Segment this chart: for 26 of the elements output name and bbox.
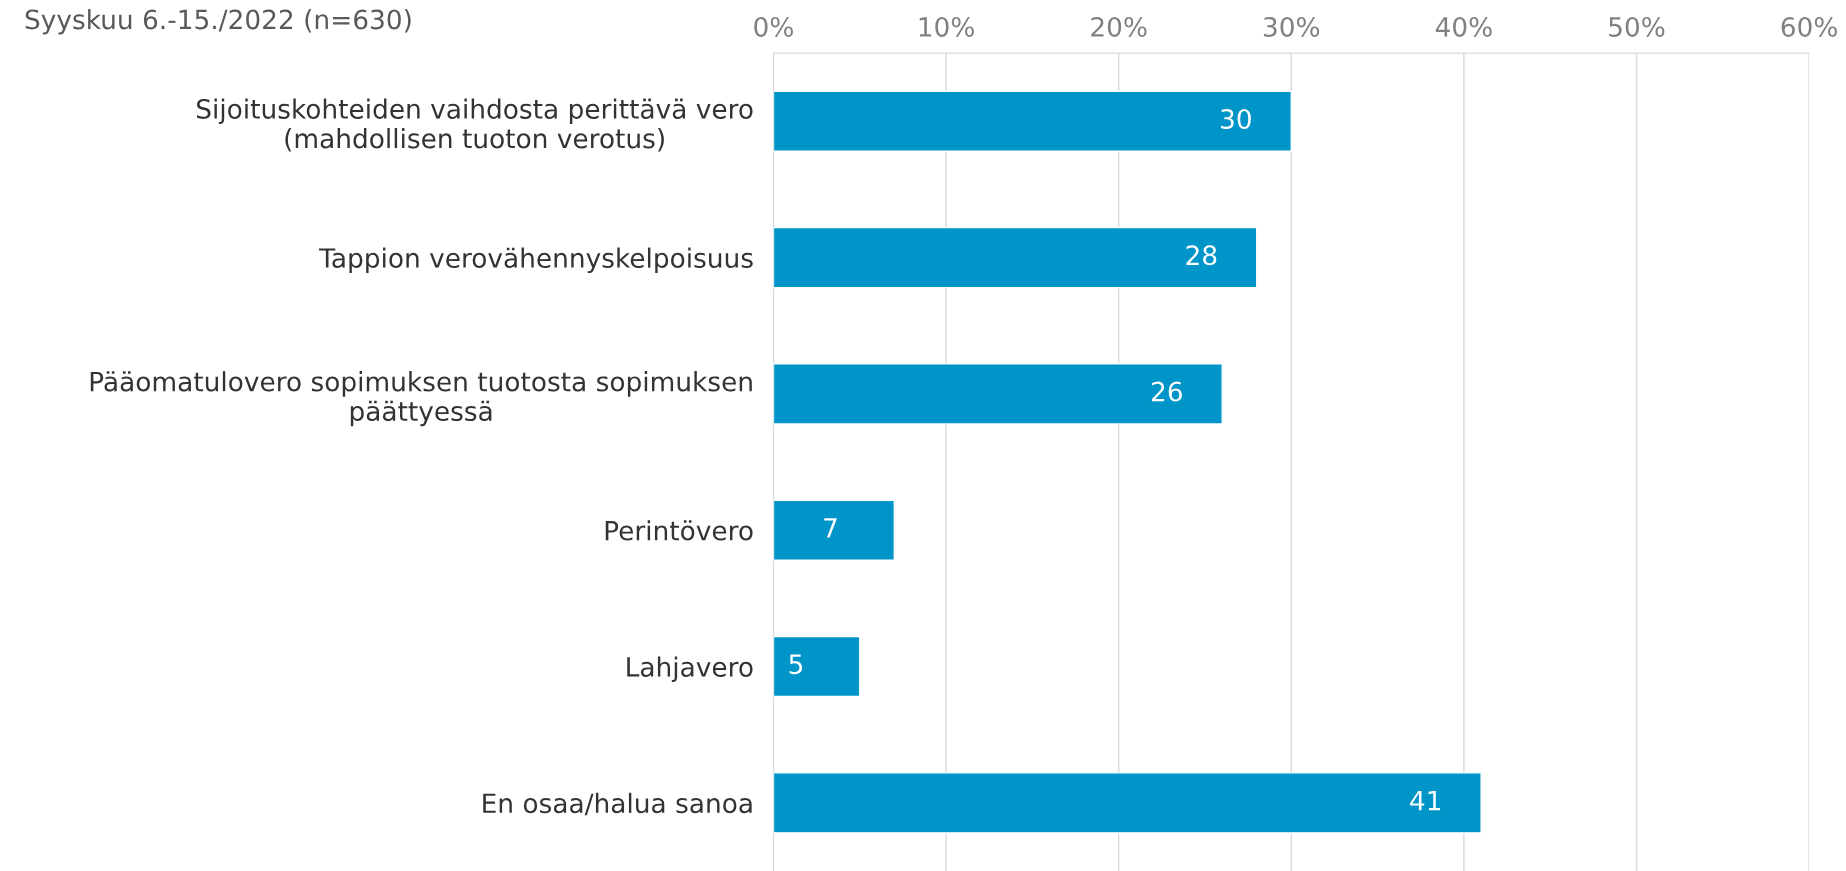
y-tick-label: Pääomatulovero sopimuksen tuotosta sopimuksen päättyessä	[90, 371, 752, 427]
y-tick-label: Perintövero	[605, 520, 753, 541]
x-tick-label: 60%	[1781, 16, 1837, 37]
data-label: 7	[824, 518, 837, 538]
bar	[773, 363, 1223, 425]
x-tick-label: 0%	[754, 16, 793, 37]
x-tick-label: 40%	[1435, 16, 1492, 37]
bar	[773, 635, 861, 698]
data-label: 28	[1186, 245, 1217, 266]
y-tick-label: Sijoituskohteiden vaihdosta perittävä vero (mahdollisen tuoton verotus)	[196, 98, 753, 152]
data-label: 26	[1151, 381, 1182, 402]
bar	[773, 499, 895, 561]
data-label: 41	[1410, 790, 1441, 811]
bar	[773, 772, 1482, 834]
text: Syyskuu 6.-15./2022 (n=630)	[25, 9, 411, 35]
x-tick-label: 10%	[919, 16, 974, 37]
bar	[773, 226, 1258, 289]
x-tick-label: 20%	[1091, 16, 1147, 37]
y-tick-label: Lahjavero	[627, 656, 753, 683]
data-label: 30	[1221, 108, 1251, 129]
x-tick-label: 30%	[1263, 16, 1320, 37]
y-tick-label: Tappion verovähennyskelpoisuus	[319, 247, 753, 274]
data-label: 5	[789, 654, 803, 675]
x-tick-label: 50%	[1609, 16, 1665, 37]
y-tick-label: En osaa/halua sanoa	[483, 792, 752, 816]
bar	[773, 90, 1292, 152]
